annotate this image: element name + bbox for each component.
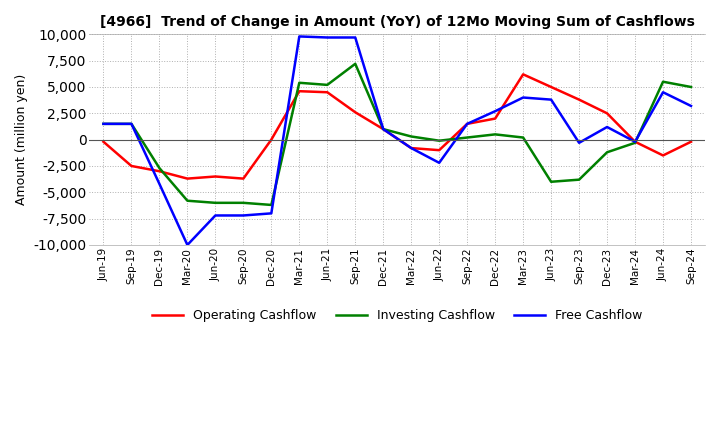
Free Cashflow [239,213,248,218]
Operating Cashflow [519,72,528,77]
Free Cashflow [519,95,528,100]
Operating Cashflow [99,139,108,144]
Operating Cashflow [603,111,611,116]
Investing Cashflow [603,150,611,155]
Investing Cashflow [407,134,415,139]
Free Cashflow [659,90,667,95]
Investing Cashflow [183,198,192,203]
Free Cashflow [575,140,583,146]
Title: [4966]  Trend of Change in Amount (YoY) of 12Mo Moving Sum of Cashflows: [4966] Trend of Change in Amount (YoY) o… [100,15,695,29]
Investing Cashflow [631,140,639,146]
Free Cashflow [463,121,472,126]
Operating Cashflow [407,146,415,151]
Free Cashflow [351,35,359,40]
Free Cashflow [211,213,220,218]
Free Cashflow [267,211,276,216]
Free Cashflow [183,242,192,248]
Investing Cashflow [575,177,583,182]
Operating Cashflow [155,169,163,174]
Investing Cashflow [435,138,444,143]
Free Cashflow [295,34,304,39]
Investing Cashflow [99,121,108,126]
Investing Cashflow [687,84,696,90]
Free Cashflow [603,125,611,130]
Free Cashflow [631,139,639,144]
Line: Free Cashflow: Free Cashflow [104,37,691,245]
Operating Cashflow [323,90,332,95]
Free Cashflow [127,121,136,126]
Operating Cashflow [351,110,359,115]
Free Cashflow [99,121,108,126]
Line: Operating Cashflow: Operating Cashflow [104,74,691,179]
Free Cashflow [155,181,163,187]
Operating Cashflow [546,84,555,90]
Free Cashflow [687,103,696,109]
Investing Cashflow [323,82,332,88]
Operating Cashflow [435,147,444,153]
Operating Cashflow [659,153,667,158]
Operating Cashflow [491,116,500,121]
Operating Cashflow [379,126,387,132]
Investing Cashflow [295,80,304,85]
Y-axis label: Amount (million yen): Amount (million yen) [15,74,28,205]
Free Cashflow [546,97,555,102]
Operating Cashflow [239,176,248,181]
Legend: Operating Cashflow, Investing Cashflow, Free Cashflow: Operating Cashflow, Investing Cashflow, … [147,304,647,327]
Free Cashflow [379,126,387,132]
Investing Cashflow [659,79,667,84]
Investing Cashflow [379,126,387,132]
Investing Cashflow [155,165,163,171]
Investing Cashflow [267,202,276,208]
Investing Cashflow [546,179,555,184]
Free Cashflow [323,35,332,40]
Free Cashflow [491,109,500,114]
Operating Cashflow [575,97,583,102]
Investing Cashflow [239,200,248,205]
Free Cashflow [435,160,444,165]
Investing Cashflow [351,61,359,66]
Investing Cashflow [491,132,500,137]
Operating Cashflow [211,174,220,179]
Operating Cashflow [127,163,136,169]
Operating Cashflow [295,88,304,94]
Operating Cashflow [463,121,472,126]
Operating Cashflow [267,137,276,142]
Investing Cashflow [519,135,528,140]
Investing Cashflow [127,121,136,126]
Line: Investing Cashflow: Investing Cashflow [104,64,691,205]
Free Cashflow [407,146,415,151]
Operating Cashflow [183,176,192,181]
Operating Cashflow [631,139,639,144]
Operating Cashflow [687,139,696,144]
Investing Cashflow [211,200,220,205]
Investing Cashflow [463,135,472,140]
